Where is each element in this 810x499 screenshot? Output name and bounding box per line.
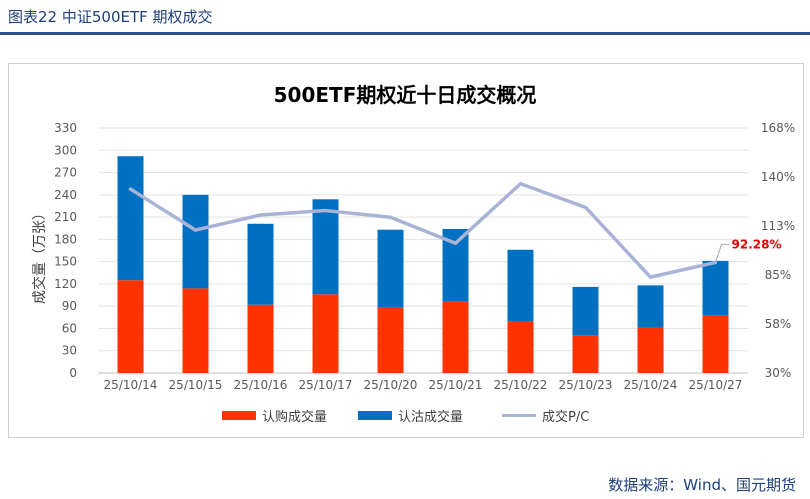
legend-item-pc[interactable]: 成交P/C <box>502 404 589 426</box>
source-note: 数据来源：Wind、国元期货 <box>608 476 796 494</box>
bar-call-4 <box>377 307 404 373</box>
y2-tick-168%: 168% <box>761 121 795 135</box>
y-tick-330: 330 <box>54 121 77 135</box>
title-rule <box>0 32 810 35</box>
x-tick-25/10/21: 25/10/21 <box>429 378 483 392</box>
x-tick-25/10/23: 25/10/23 <box>559 378 613 392</box>
bar-call-3 <box>312 294 339 373</box>
bar-put-0 <box>117 156 144 281</box>
x-tick-25/10/16: 25/10/16 <box>234 378 288 392</box>
y2-tick-140%: 140% <box>761 170 795 184</box>
bar-put-3 <box>312 199 339 295</box>
y-tick-180: 180 <box>54 232 77 246</box>
bar-call-2 <box>247 304 274 373</box>
y2-tick-30%: 30% <box>765 366 792 380</box>
legend: 认购成交量 认沽成交量 成交P/C <box>0 404 810 426</box>
annotation-group: 92.28% <box>715 237 782 263</box>
y2-ticks: 30% 58% 85% 113% 140% 168% <box>761 121 795 380</box>
chart-frame <box>8 63 804 438</box>
y-tick-90: 90 <box>62 299 77 313</box>
legend-swatch-pc <box>502 413 536 417</box>
y-tick-150: 150 <box>54 255 77 269</box>
x-tick-25/10/22: 25/10/22 <box>494 378 548 392</box>
x-tick-25/10/27: 25/10/27 <box>689 378 743 392</box>
bar-put-9 <box>702 260 729 316</box>
legend-label-call: 认购成交量 <box>262 409 328 425</box>
y-tick-270: 270 <box>54 166 77 180</box>
y-tick-300: 300 <box>54 143 77 157</box>
legend-item-put[interactable]: 认沽成交量 <box>358 404 463 426</box>
y-ticks: 0 30 60 90 120 150 180 210 240 270 300 330 <box>54 121 77 380</box>
y-tick-240: 240 <box>54 188 77 202</box>
legend-swatch-put <box>358 410 392 420</box>
bar-call-9 <box>702 315 729 373</box>
x-tick-25/10/14: 25/10/14 <box>104 378 158 392</box>
legend-label-pc: 成交P/C <box>542 409 590 425</box>
y-tick-0: 0 <box>69 366 77 380</box>
x-ticks: 25/10/14 25/10/15 25/10/16 25/10/17 25/10/20… <box>104 378 743 392</box>
bar-call-0 <box>117 280 144 373</box>
y-axis-label: 成交量（万张） <box>31 206 48 304</box>
bar-call-6 <box>507 321 534 373</box>
pc-line-group <box>128 181 718 279</box>
y-tick-60: 60 <box>62 321 77 335</box>
bar-call-8 <box>637 326 664 373</box>
x-tick-25/10/20: 25/10/20 <box>364 378 418 392</box>
bar-call-7 <box>572 335 599 373</box>
figure-title: 图表22 中证500ETF 期权成交 <box>8 8 213 26</box>
bar-call-5 <box>442 301 469 373</box>
chart-title: 500ETF期权近十日成交概况 <box>274 83 537 107</box>
y2-tick-113%: 113% <box>761 219 795 233</box>
y2-tick-58%: 58% <box>765 317 792 331</box>
annotation-leader <box>715 243 730 263</box>
bar-put-2 <box>247 223 274 305</box>
y-tick-30: 30 <box>62 344 77 358</box>
bar-call-1 <box>182 288 209 373</box>
legend-label-put: 认沽成交量 <box>398 409 464 425</box>
annotation-label: 92.28% <box>732 237 782 251</box>
pc-line <box>128 181 718 279</box>
y-tick-120: 120 <box>54 277 77 291</box>
bars-group <box>117 156 729 373</box>
y-tick-210: 210 <box>54 210 77 224</box>
legend-item-call[interactable]: 认购成交量 <box>222 404 327 426</box>
y2-tick-85%: 85% <box>765 268 792 282</box>
bar-put-1 <box>182 194 209 289</box>
bar-put-4 <box>377 229 404 308</box>
x-tick-25/10/15: 25/10/15 <box>169 378 223 392</box>
bar-put-7 <box>572 286 599 336</box>
legend-swatch-call <box>222 410 256 420</box>
x-tick-25/10/24: 25/10/24 <box>624 378 678 392</box>
x-tick-25/10/17: 25/10/17 <box>299 378 353 392</box>
bar-put-6 <box>507 249 534 322</box>
bar-put-8 <box>637 285 664 327</box>
